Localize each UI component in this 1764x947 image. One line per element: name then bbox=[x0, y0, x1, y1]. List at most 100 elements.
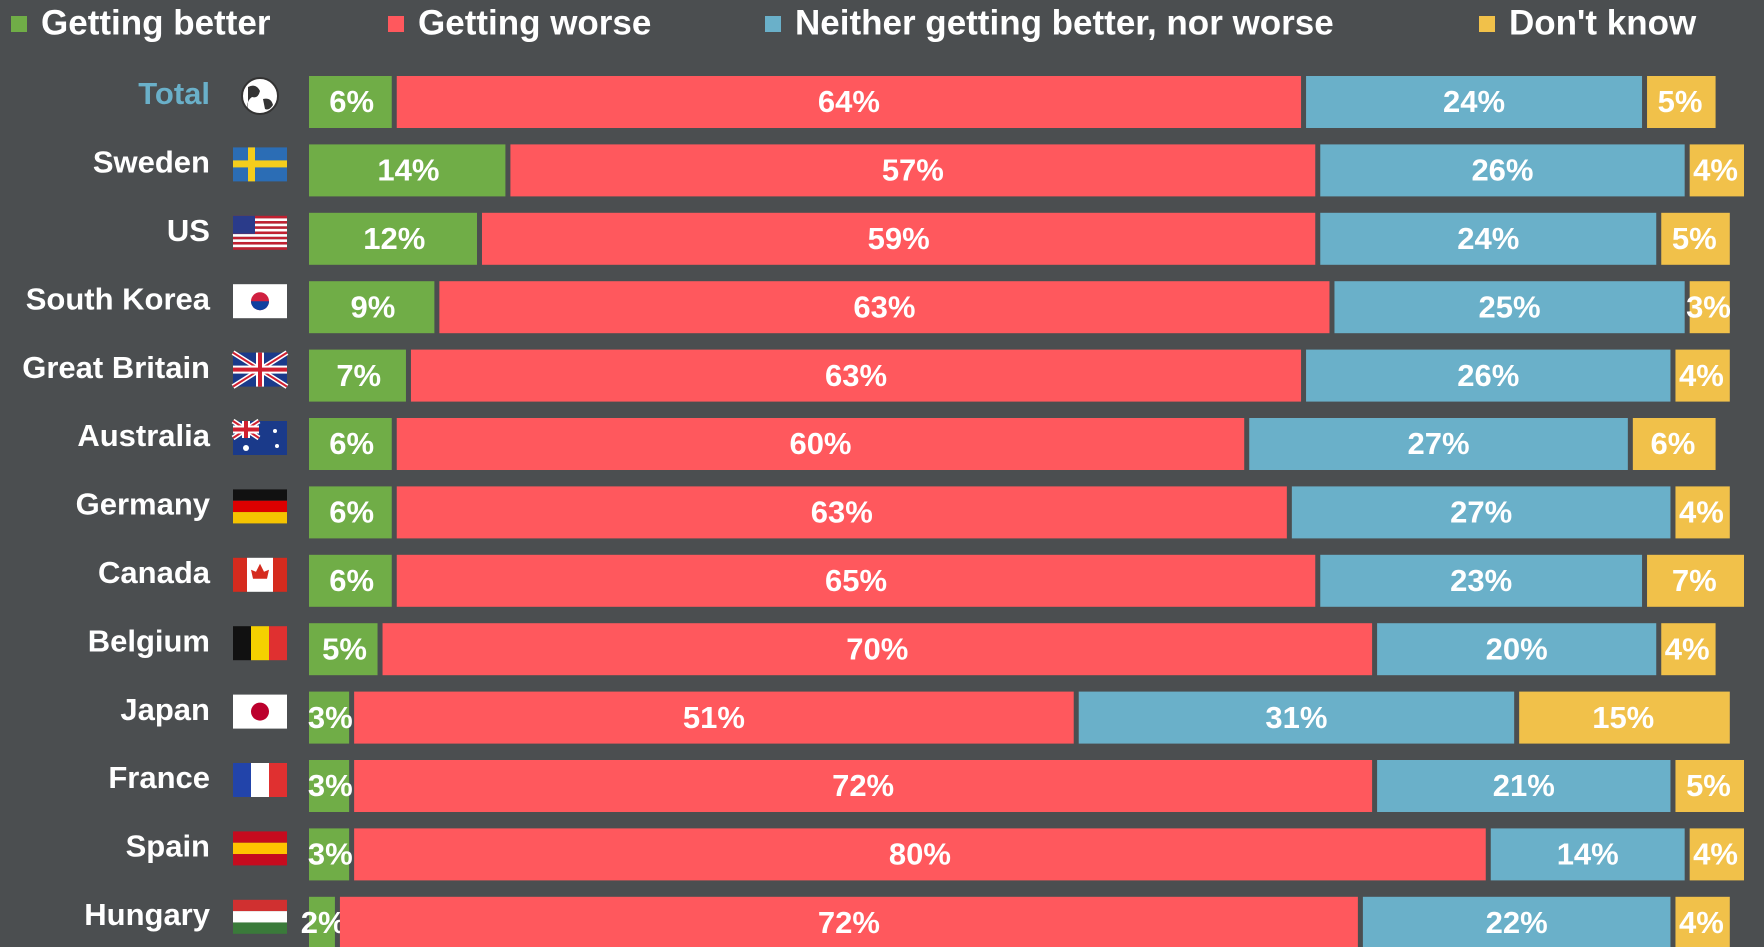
flag-part bbox=[233, 854, 287, 866]
flag-part bbox=[233, 911, 287, 923]
flag-part bbox=[233, 223, 287, 227]
legend-swatch bbox=[1479, 16, 1495, 32]
bar-segment bbox=[309, 486, 392, 539]
bar-segment bbox=[1675, 896, 1730, 947]
flag-part bbox=[241, 77, 279, 115]
value-label: 9% bbox=[351, 289, 396, 324]
legend-label: Getting worse bbox=[418, 3, 651, 42]
value-label: 3% bbox=[1686, 289, 1731, 324]
flag-part bbox=[233, 228, 287, 232]
bar-segment bbox=[1377, 760, 1671, 812]
flag-part bbox=[233, 231, 287, 235]
flag-part bbox=[233, 236, 287, 240]
value-label: 4% bbox=[1693, 837, 1738, 872]
category-label: Japan bbox=[120, 692, 210, 727]
flag-part bbox=[269, 763, 287, 797]
category-label: Germany bbox=[76, 487, 211, 522]
value-label: 21% bbox=[1493, 768, 1555, 803]
flag-part bbox=[243, 445, 249, 451]
bar-segment bbox=[1675, 486, 1730, 539]
bar-segment bbox=[1078, 691, 1515, 744]
value-label: 23% bbox=[1450, 563, 1512, 598]
legend-swatch bbox=[388, 16, 404, 32]
category-label: US bbox=[167, 213, 210, 248]
bar-segment bbox=[1377, 623, 1657, 676]
flag-part bbox=[233, 367, 287, 372]
flag-part bbox=[233, 215, 255, 234]
flag-part bbox=[233, 160, 287, 168]
legend-label: Neither getting better, nor worse bbox=[795, 3, 1334, 42]
bar-segment bbox=[1675, 349, 1730, 402]
bar-segment bbox=[309, 144, 506, 197]
value-label: 31% bbox=[1265, 700, 1327, 735]
flag-part bbox=[233, 512, 287, 524]
flag-part bbox=[251, 702, 269, 721]
category-label: South Korea bbox=[26, 281, 211, 316]
flag bbox=[233, 831, 287, 866]
value-label: 63% bbox=[853, 289, 915, 324]
bar-segment bbox=[354, 828, 1486, 881]
category-label: Hungary bbox=[84, 897, 211, 932]
value-label: 25% bbox=[1479, 289, 1541, 324]
value-label: 6% bbox=[329, 84, 374, 119]
value-label: 27% bbox=[1408, 426, 1470, 461]
bar-segment bbox=[382, 623, 1373, 676]
bar-segment bbox=[309, 281, 435, 334]
flag-part bbox=[233, 500, 287, 513]
legend-swatch bbox=[765, 16, 781, 32]
value-label: 63% bbox=[825, 358, 887, 393]
value-label: 7% bbox=[336, 358, 381, 393]
flag bbox=[233, 557, 287, 592]
flag bbox=[241, 77, 279, 115]
value-label: 6% bbox=[329, 563, 374, 598]
bar-segment bbox=[354, 760, 1373, 812]
flag-part bbox=[233, 489, 287, 501]
bar-segment bbox=[1306, 349, 1671, 402]
value-label: 4% bbox=[1665, 631, 1710, 666]
flag-part bbox=[233, 922, 287, 934]
value-label: 12% bbox=[363, 221, 425, 256]
value-label: 6% bbox=[1651, 426, 1696, 461]
flag-part bbox=[269, 626, 287, 661]
category-label: Sweden bbox=[93, 145, 210, 180]
bar-segment bbox=[1675, 760, 1744, 812]
value-label: 64% bbox=[818, 84, 880, 119]
category-label: Canada bbox=[98, 555, 211, 590]
bar-segment bbox=[1689, 828, 1744, 881]
category-label: Spain bbox=[126, 829, 210, 864]
flag bbox=[233, 694, 287, 729]
value-label: 60% bbox=[789, 426, 851, 461]
bar-segment bbox=[309, 623, 378, 676]
flag-part bbox=[247, 85, 273, 110]
value-label: 3% bbox=[308, 837, 353, 872]
flag-part bbox=[233, 241, 287, 245]
bar-segment bbox=[309, 691, 350, 744]
flag-part bbox=[233, 215, 287, 219]
bar-segment bbox=[1647, 76, 1716, 128]
value-label: 3% bbox=[308, 768, 353, 803]
value-label: 6% bbox=[329, 426, 374, 461]
legend-label: Getting better bbox=[41, 3, 271, 42]
flag bbox=[231, 418, 287, 455]
legend-swatch bbox=[11, 16, 27, 32]
flag-part bbox=[251, 626, 269, 661]
flag-part bbox=[233, 247, 287, 250]
flag-part bbox=[233, 218, 287, 222]
bar-segment bbox=[410, 349, 1302, 402]
flag bbox=[233, 215, 287, 250]
flag-part bbox=[233, 842, 287, 855]
bar-segment bbox=[396, 486, 1287, 539]
bar-segment bbox=[309, 76, 392, 128]
bar-segment bbox=[309, 349, 406, 402]
bar-segment bbox=[1519, 691, 1730, 744]
bar-segment bbox=[481, 212, 1316, 265]
value-label: 59% bbox=[868, 221, 930, 256]
bar-segment bbox=[510, 144, 1316, 197]
category-label: Great Britain bbox=[22, 350, 210, 385]
bar-segment bbox=[309, 760, 350, 812]
bar-segment bbox=[1647, 554, 1744, 607]
bar-segment bbox=[396, 76, 1302, 128]
bar-segment bbox=[1661, 212, 1730, 265]
flag bbox=[233, 284, 287, 319]
value-label: 5% bbox=[1658, 84, 1703, 119]
